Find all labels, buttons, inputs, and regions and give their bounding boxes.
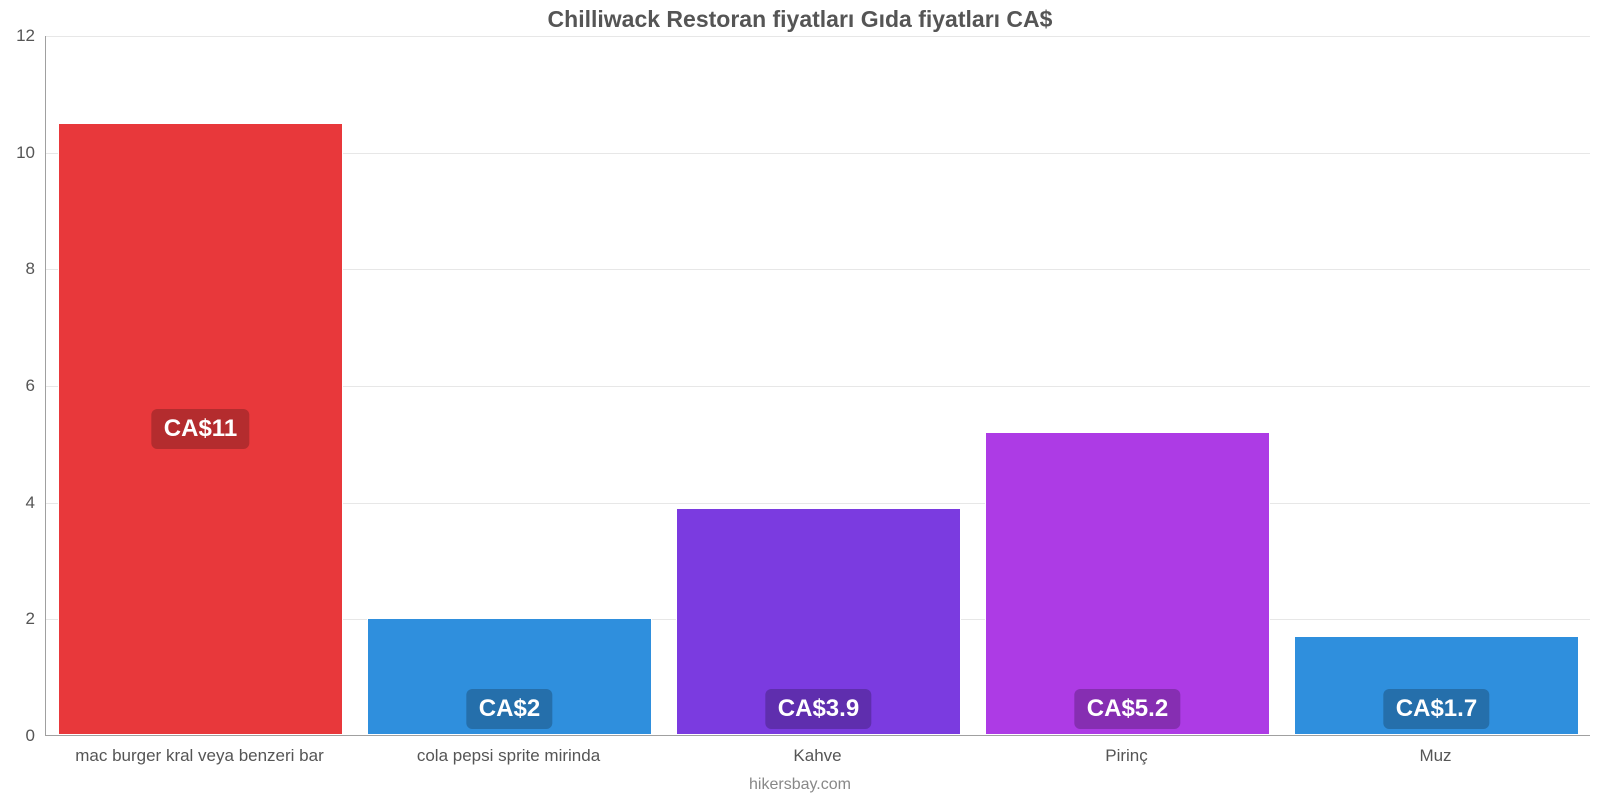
y-tick-label: 8 (0, 259, 35, 279)
grid-line (46, 36, 1590, 37)
x-tick-label: mac burger kral veya benzeri bar (75, 746, 324, 766)
y-tick-label: 2 (0, 609, 35, 629)
plot-area: CA$11 CA$2 CA$3.9 CA$5.2 CA$1.7 (45, 36, 1590, 736)
value-badge: CA$1.7 (1384, 689, 1489, 729)
credit-text: hikersbay.com (0, 776, 1600, 794)
y-tick-label: 0 (0, 726, 35, 746)
y-tick-label: 6 (0, 376, 35, 396)
plot-inner: CA$11 CA$2 CA$3.9 CA$5.2 CA$1.7 (46, 36, 1590, 735)
value-badge: CA$5.2 (1075, 689, 1180, 729)
value-badge: CA$3.9 (766, 689, 871, 729)
value-badge: CA$2 (467, 689, 552, 729)
x-tick-label: Muz (1419, 746, 1451, 766)
bar: CA$11 (58, 123, 342, 736)
bar: CA$2 (367, 618, 651, 735)
x-tick-label: Pirinç (1105, 746, 1148, 766)
chart-container: Chilliwack Restoran fiyatları Gıda fiyat… (0, 0, 1600, 800)
bar: CA$3.9 (676, 508, 960, 736)
y-tick-label: 4 (0, 493, 35, 513)
value-badge: CA$11 (152, 409, 249, 449)
bar: CA$5.2 (985, 432, 1269, 735)
y-tick-label: 10 (0, 143, 35, 163)
bar: CA$1.7 (1294, 636, 1578, 735)
y-tick-label: 12 (0, 26, 35, 46)
x-tick-label: cola pepsi sprite mirinda (417, 746, 600, 766)
x-tick-label: Kahve (793, 746, 841, 766)
chart-title: Chilliwack Restoran fiyatları Gıda fiyat… (0, 6, 1600, 33)
